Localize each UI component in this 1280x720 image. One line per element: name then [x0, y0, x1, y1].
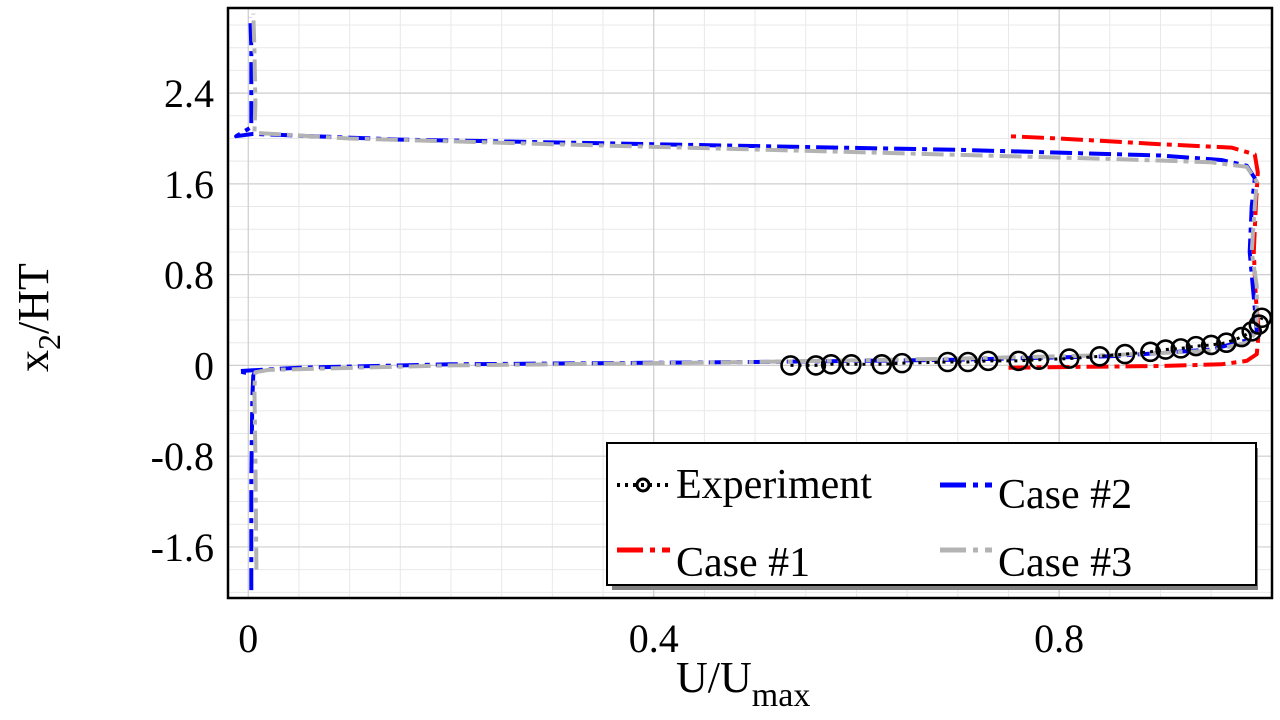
- experiment-point: [891, 352, 913, 374]
- experiment-point: [1170, 338, 1192, 359]
- experiment-point: [1140, 341, 1161, 363]
- experiment-point: [1200, 334, 1222, 356]
- experiment-point: [957, 351, 979, 373]
- series-line-case-3: [251, 13, 1259, 570]
- plot-frame: [226, 6, 1274, 600]
- y-axis-label-sub: 2: [31, 334, 67, 350]
- y-axis-label-main: x: [9, 350, 58, 372]
- y-axis-label: x2/HT: [9, 263, 67, 372]
- y-tick-label: 2.4: [164, 71, 214, 116]
- legend: Experiment Case #1 Case #2 Case #3: [606, 442, 1258, 590]
- y-tick-label: 0: [194, 343, 214, 388]
- legend-label-case-2: Case #2: [998, 472, 1132, 518]
- experiment-point: [1008, 350, 1029, 372]
- experiment-point: [1155, 339, 1176, 360]
- x-tick-label: 0.4: [629, 616, 679, 661]
- series-layer: [234, 13, 1273, 591]
- y-tick-label: -1.6: [151, 525, 214, 570]
- legend-marker-experiment: [635, 477, 651, 493]
- experiment-point: [820, 353, 842, 375]
- experiment-point: [1185, 335, 1207, 357]
- legend-label-experiment: Experiment: [676, 462, 872, 508]
- experiment-point: [977, 350, 999, 372]
- legend-label-case-3: Case #3: [998, 540, 1132, 586]
- y-axis-label-suffix: /HT: [9, 263, 58, 334]
- y-tick-label: 0.8: [164, 253, 214, 298]
- y-tick-label: -0.8: [151, 434, 214, 479]
- experiment-point: [1231, 326, 1252, 348]
- experiment-point: [937, 351, 958, 373]
- x-tick-label: 0.8: [1034, 616, 1084, 661]
- experiment-point: [1241, 321, 1263, 342]
- legend-label-case-1: Case #1: [676, 540, 810, 586]
- x-axis-label: U/Umax: [676, 653, 810, 714]
- x-axis-label-main: U/U: [676, 653, 752, 702]
- legend-box: [606, 442, 1257, 586]
- experiment-point: [1089, 346, 1110, 367]
- experiment-point: [871, 353, 893, 375]
- experiment-point: [841, 353, 862, 375]
- experiment-point: [1114, 343, 1136, 365]
- experiment-point: [1058, 348, 1080, 369]
- experiment-point: [780, 355, 801, 376]
- experiment-point: [805, 355, 827, 376]
- x-axis-label-sub: max: [752, 677, 811, 714]
- y-tick-label: 1.6: [164, 162, 214, 207]
- tick-labels: -1.6 -0.8 0 0.8 1.6 2.4 0 0.4 0.8: [151, 71, 1084, 661]
- experiment-point: [1028, 349, 1050, 371]
- x-tick-label: 0: [238, 616, 258, 661]
